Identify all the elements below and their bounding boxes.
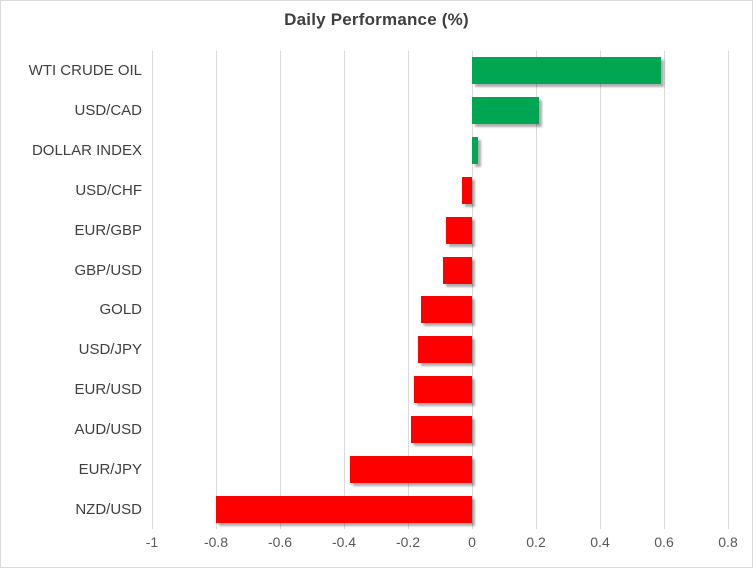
- bar-eur-jpy: [350, 455, 472, 483]
- bar-usd-chf: [462, 176, 472, 204]
- bar-eur-gbp: [446, 216, 472, 244]
- gridline-0.6: [663, 51, 665, 529]
- category-axis: WTI CRUDE OIL USD/CAD DOLLAR INDEX USD/CHF E…: [1, 51, 142, 529]
- x-tick-label-1: -1: [145, 534, 159, 550]
- bar-usd-cad: [472, 97, 540, 125]
- gridline--1: [151, 51, 153, 529]
- x-tick-label-0-4: -0.4: [331, 534, 357, 550]
- category-label-eur-jpy: EUR/JPY: [78, 460, 142, 478]
- x-tick-label-0-2: 0.2: [526, 534, 546, 550]
- category-label-usd-jpy: USD/JPY: [78, 341, 142, 359]
- bar-wti-crude-oil: [472, 57, 661, 85]
- x-tick-label-0-2: -0.2: [395, 534, 421, 550]
- value-axis: -1 -0.8 -0.6 -0.4 -0.2 0 0.2 0.4 0.6 0.8: [1, 532, 752, 552]
- gridline--0.8: [215, 51, 217, 529]
- category-label-nzd-usd: NZD/USD: [75, 500, 142, 518]
- gridline-0.8: [727, 51, 729, 529]
- bar-dollar-index: [472, 137, 479, 165]
- category-label-aud-usd: AUD/USD: [74, 420, 142, 438]
- gridline--0.6: [279, 51, 281, 529]
- x-tick-label-0-4: 0.4: [590, 534, 610, 550]
- x-tick-label-0-6: -0.6: [267, 534, 293, 550]
- x-tick-label-0-8: 0.8: [718, 534, 738, 550]
- category-label-eur-gbp: EUR/GBP: [74, 221, 142, 239]
- bar-aud-usd: [411, 415, 472, 443]
- gridline-0.2: [535, 51, 537, 529]
- gridline-0.4: [599, 51, 601, 529]
- bar-gbp-usd: [443, 256, 472, 284]
- gridline--0.4: [343, 51, 345, 529]
- category-label-wti-crude-oil: WTI CRUDE OIL: [28, 62, 142, 80]
- gridline--0.2: [407, 51, 409, 529]
- category-label-gold: GOLD: [99, 301, 142, 319]
- category-label-gbp-usd: GBP/USD: [74, 261, 142, 279]
- bar-gold: [420, 296, 472, 324]
- x-tick-label-0-6: 0.6: [654, 534, 674, 550]
- plot-area: [151, 51, 729, 529]
- bar-nzd-usd: [216, 495, 472, 523]
- category-label-usd-cad: USD/CAD: [74, 102, 142, 120]
- category-label-usd-chf: USD/CHF: [75, 181, 142, 199]
- category-label-dollar-index: DOLLAR INDEX: [31, 142, 142, 160]
- x-tick-label-0: 0: [468, 534, 476, 550]
- x-tick-label-0-8: -0.8: [203, 534, 229, 550]
- bar-eur-usd: [414, 376, 472, 404]
- bar-usd-jpy: [417, 336, 472, 364]
- gridline-0: [471, 51, 473, 529]
- category-label-eur-usd: EUR/USD: [74, 381, 142, 399]
- chart-title: Daily Performance (%): [284, 10, 469, 29]
